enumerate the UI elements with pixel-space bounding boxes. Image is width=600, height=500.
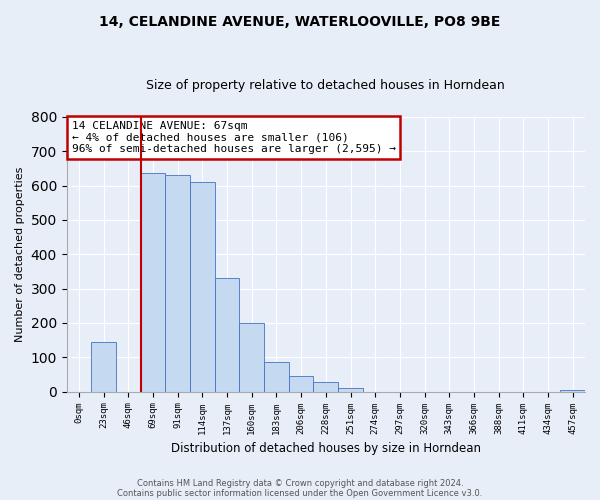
- Text: Contains HM Land Registry data © Crown copyright and database right 2024.: Contains HM Land Registry data © Crown c…: [137, 478, 463, 488]
- Bar: [338, 388, 363, 392]
- Y-axis label: Number of detached properties: Number of detached properties: [15, 166, 25, 342]
- Bar: [91, 342, 116, 392]
- Bar: [239, 323, 264, 392]
- Bar: [215, 278, 239, 392]
- Bar: [313, 382, 338, 392]
- Bar: [289, 376, 313, 392]
- Bar: [190, 182, 215, 392]
- Bar: [264, 362, 289, 392]
- X-axis label: Distribution of detached houses by size in Horndean: Distribution of detached houses by size …: [171, 442, 481, 455]
- Text: 14, CELANDINE AVENUE, WATERLOOVILLE, PO8 9BE: 14, CELANDINE AVENUE, WATERLOOVILLE, PO8…: [100, 15, 500, 29]
- Bar: [166, 175, 190, 392]
- Bar: [141, 174, 166, 392]
- Bar: [560, 390, 585, 392]
- Text: Contains public sector information licensed under the Open Government Licence v3: Contains public sector information licen…: [118, 488, 482, 498]
- Text: 14 CELANDINE AVENUE: 67sqm
← 4% of detached houses are smaller (106)
96% of semi: 14 CELANDINE AVENUE: 67sqm ← 4% of detac…: [72, 121, 396, 154]
- Title: Size of property relative to detached houses in Horndean: Size of property relative to detached ho…: [146, 79, 505, 92]
